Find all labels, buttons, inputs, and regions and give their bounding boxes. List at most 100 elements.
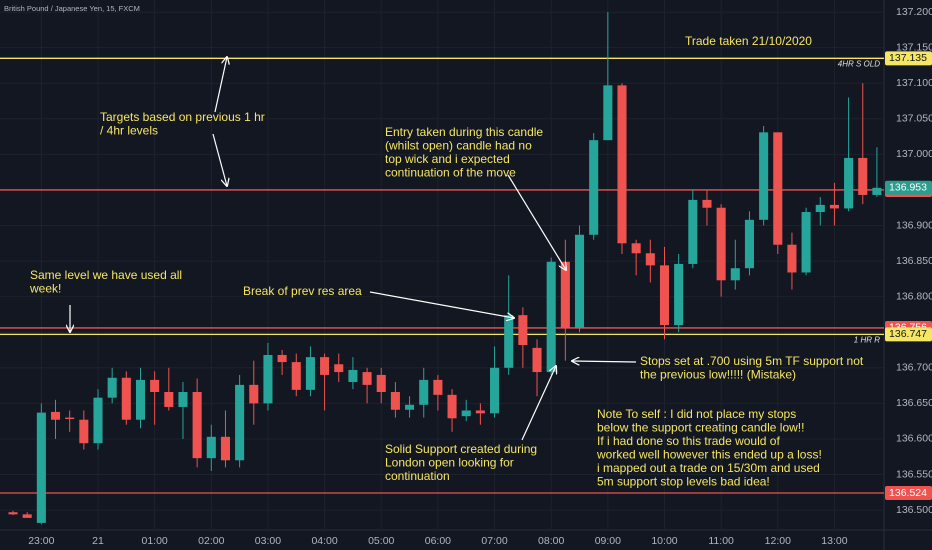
- annotation: continuation of the move: [385, 166, 516, 180]
- candle-body: [36, 412, 46, 523]
- y-tick-label: 136.600: [896, 433, 932, 445]
- x-tick-label: 09:00: [595, 535, 621, 547]
- candle-body: [490, 367, 500, 414]
- x-tick-label: 01:00: [142, 535, 168, 547]
- arrow: [212, 133, 227, 186]
- x-tick-label: 23:00: [28, 535, 54, 547]
- annotation: top wick and i expected: [385, 152, 510, 166]
- x-tick-label: 06:00: [425, 535, 451, 547]
- candle-body: [362, 372, 372, 385]
- y-tick-label: 136.900: [896, 219, 932, 231]
- candle-body: [50, 411, 61, 420]
- candle-body: [744, 219, 754, 269]
- annotation: (whilst open) candle had no: [385, 139, 532, 153]
- candle-body: [320, 357, 330, 375]
- candle-body: [164, 391, 174, 407]
- y-tick-label: 136.550: [896, 468, 932, 480]
- candle-body: [801, 212, 811, 273]
- candle-body: [532, 347, 542, 373]
- x-tick-label: 08:00: [538, 535, 564, 547]
- candle-body: [22, 514, 32, 518]
- candle-body: [206, 436, 216, 459]
- candle-body: [518, 315, 528, 346]
- candle-body: [79, 419, 89, 444]
- annotation: Same level we have used all: [30, 268, 182, 282]
- annotation: / 4hr levels: [100, 124, 158, 138]
- arrow: [507, 174, 566, 270]
- arrow: [521, 366, 556, 441]
- annotation: week!: [29, 282, 61, 296]
- candle-body: [277, 354, 287, 363]
- x-tick-label: 04:00: [311, 535, 337, 547]
- candle-body: [150, 379, 160, 392]
- x-tick-label: 21: [92, 535, 104, 547]
- y-tick-label: 136.500: [896, 504, 932, 516]
- candle-body: [702, 199, 712, 208]
- candle-body: [815, 204, 825, 212]
- x-tick-label: 11:00: [708, 535, 734, 547]
- annotation: London open looking for: [385, 456, 514, 470]
- candle-body: [674, 263, 684, 326]
- candle-body: [631, 243, 641, 254]
- level-name: 4HR S OLD: [838, 59, 880, 68]
- candle-body: [844, 157, 854, 209]
- level-price-tag: [885, 51, 932, 66]
- x-tick-label: 07:00: [481, 535, 507, 547]
- candle-body: [872, 187, 882, 195]
- level-price-label: 136.524: [889, 487, 927, 499]
- candle-body: [603, 85, 613, 141]
- annotation: Trade taken 21/10/2020: [685, 34, 812, 48]
- x-tick-label: 05:00: [368, 535, 394, 547]
- candle-body: [504, 315, 514, 368]
- candle-body: [390, 391, 400, 410]
- candle-body: [121, 377, 131, 420]
- chart-title: British Pound / Japanese Yen, 15, FXCM: [4, 4, 140, 13]
- candle-body: [433, 379, 443, 395]
- y-tick-label: 136.850: [896, 255, 932, 267]
- plot: [0, 12, 884, 525]
- candle-body: [65, 417, 75, 420]
- y-tick-label: 137.050: [896, 113, 932, 125]
- x-tick-label: 10:00: [651, 535, 677, 547]
- candle-body: [688, 199, 698, 264]
- arrow: [214, 57, 227, 113]
- candle-body: [220, 436, 230, 461]
- y-tick-label: 137.150: [896, 41, 932, 53]
- y-tick-label: 137.100: [896, 77, 932, 89]
- candle-body: [8, 512, 18, 515]
- y-tick-label: 136.650: [896, 397, 932, 409]
- candle-body: [263, 354, 273, 404]
- y-tick-label: 137.200: [896, 6, 932, 18]
- annotation: worked well however this ended up a loss…: [596, 448, 822, 462]
- last-price-label: 136.953: [889, 182, 927, 194]
- arrow: [572, 361, 637, 362]
- candle-body: [192, 391, 202, 459]
- candle-body: [178, 391, 188, 407]
- candle-body: [461, 410, 471, 417]
- y-tick-label: 137.000: [896, 148, 932, 160]
- candle-body: [419, 379, 429, 405]
- x-tick-label: 12:00: [765, 535, 791, 547]
- x-tick-label: 13:00: [821, 535, 847, 547]
- annotation: 5m support stop levels bad idea!: [597, 475, 770, 489]
- candle-body: [235, 384, 245, 461]
- candle-body: [589, 140, 599, 235]
- candle-body: [291, 362, 301, 390]
- annotation: Break of prev res area: [243, 284, 362, 298]
- level-name: 1 HR R: [854, 335, 880, 344]
- candle-body: [376, 374, 386, 392]
- candle-body: [773, 132, 783, 245]
- annotation: Stops set at .700 using 5m TF support no…: [640, 354, 864, 368]
- level-price-label: 136.747: [889, 328, 927, 340]
- candle-body: [617, 85, 627, 244]
- annotation: continuation: [385, 469, 450, 483]
- candle-body: [787, 244, 797, 273]
- candle-body: [475, 410, 485, 414]
- annotation: Note To self : I did not place my stops: [597, 407, 796, 421]
- candle-body: [348, 369, 358, 383]
- candle-body: [249, 384, 259, 404]
- candle-body: [730, 268, 740, 281]
- level-price-tag: [885, 486, 932, 501]
- level-price-tag: [885, 327, 932, 342]
- candle-body: [858, 157, 868, 195]
